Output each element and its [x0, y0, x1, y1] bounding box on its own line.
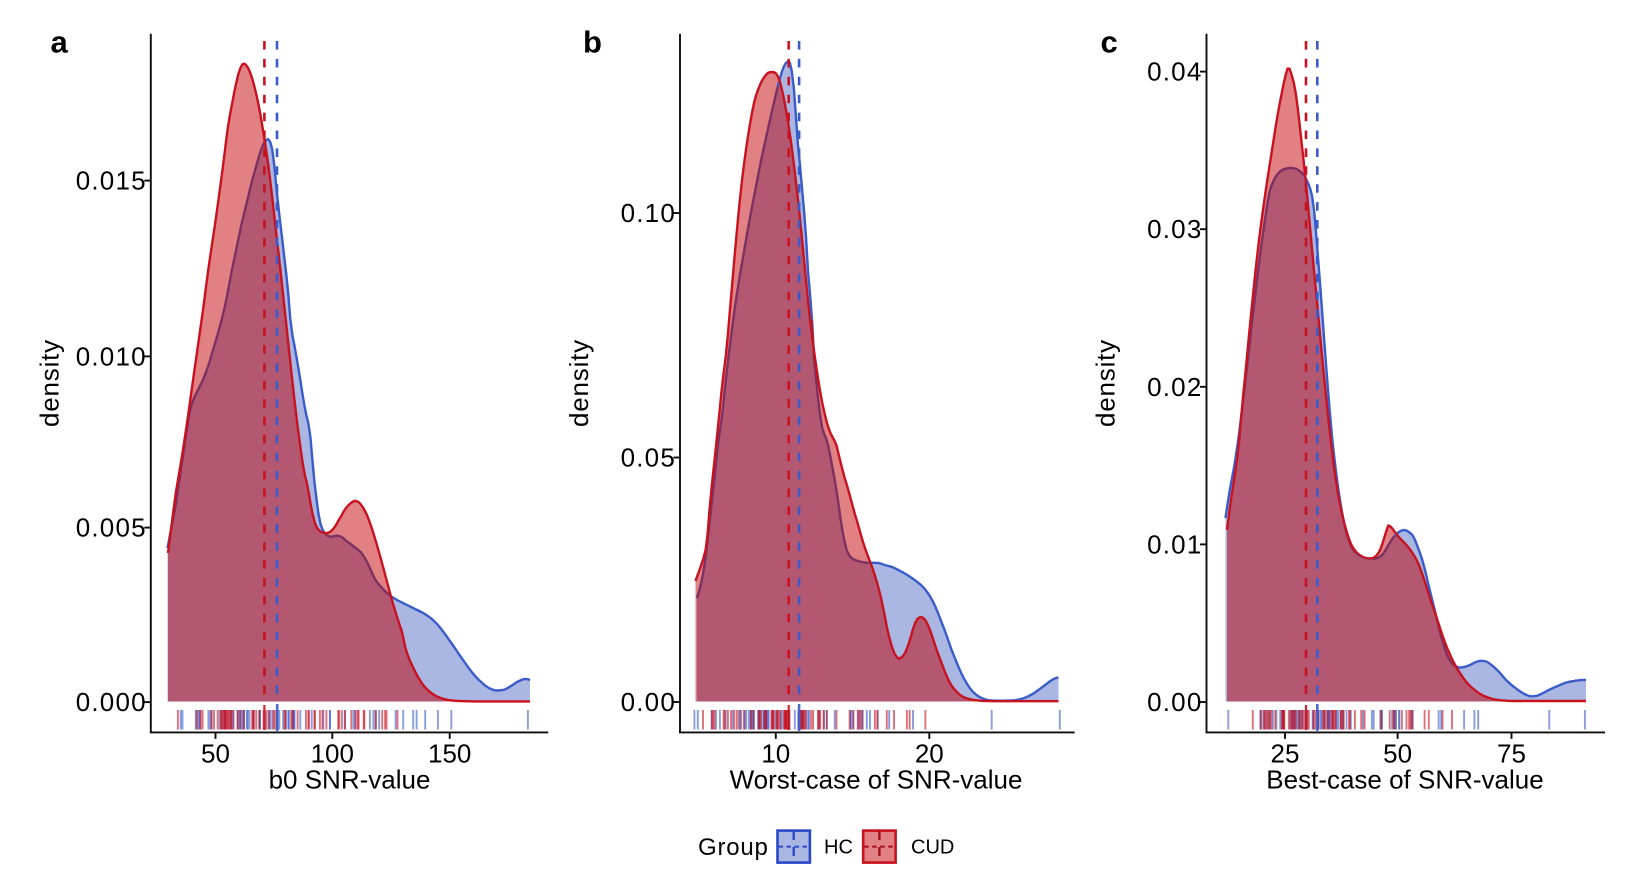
svg-text:a: a: [51, 25, 69, 60]
svg-text:0.10: 0.10: [621, 198, 676, 228]
svg-text:0.00: 0.00: [621, 687, 676, 717]
svg-text:density: density: [35, 339, 65, 427]
svg-text:CUD: CUD: [911, 837, 954, 859]
svg-text:0.01: 0.01: [1147, 529, 1202, 559]
svg-text:0.00: 0.00: [1147, 687, 1202, 717]
svg-text:density: density: [1091, 339, 1121, 427]
svg-text:150: 150: [428, 739, 471, 769]
svg-text:b: b: [583, 25, 602, 60]
svg-text:50: 50: [1383, 739, 1412, 769]
svg-text:HC: HC: [824, 837, 853, 859]
svg-text:75: 75: [1497, 739, 1526, 769]
svg-text:0.03: 0.03: [1147, 214, 1202, 244]
svg-text:0.05: 0.05: [621, 443, 676, 473]
svg-text:0.04: 0.04: [1147, 57, 1202, 87]
svg-text:Worst-case of SNR-value: Worst-case of SNR-value: [730, 765, 1023, 795]
svg-text:10: 10: [761, 739, 790, 769]
svg-text:50: 50: [201, 739, 230, 769]
svg-text:density: density: [564, 339, 594, 427]
svg-text:Best-case of SNR-value: Best-case of SNR-value: [1266, 765, 1543, 795]
svg-text:0.005: 0.005: [76, 513, 147, 543]
svg-text:0.010: 0.010: [76, 341, 147, 371]
svg-text:0.015: 0.015: [76, 166, 147, 196]
svg-text:25: 25: [1271, 739, 1300, 769]
svg-text:0.000: 0.000: [76, 687, 147, 717]
svg-text:c: c: [1101, 25, 1118, 60]
svg-text:20: 20: [915, 739, 944, 769]
svg-text:b0 SNR-value: b0 SNR-value: [269, 765, 431, 795]
svg-text:Group: Group: [698, 834, 769, 861]
svg-text:100: 100: [311, 739, 354, 769]
svg-text:0.02: 0.02: [1147, 372, 1202, 402]
